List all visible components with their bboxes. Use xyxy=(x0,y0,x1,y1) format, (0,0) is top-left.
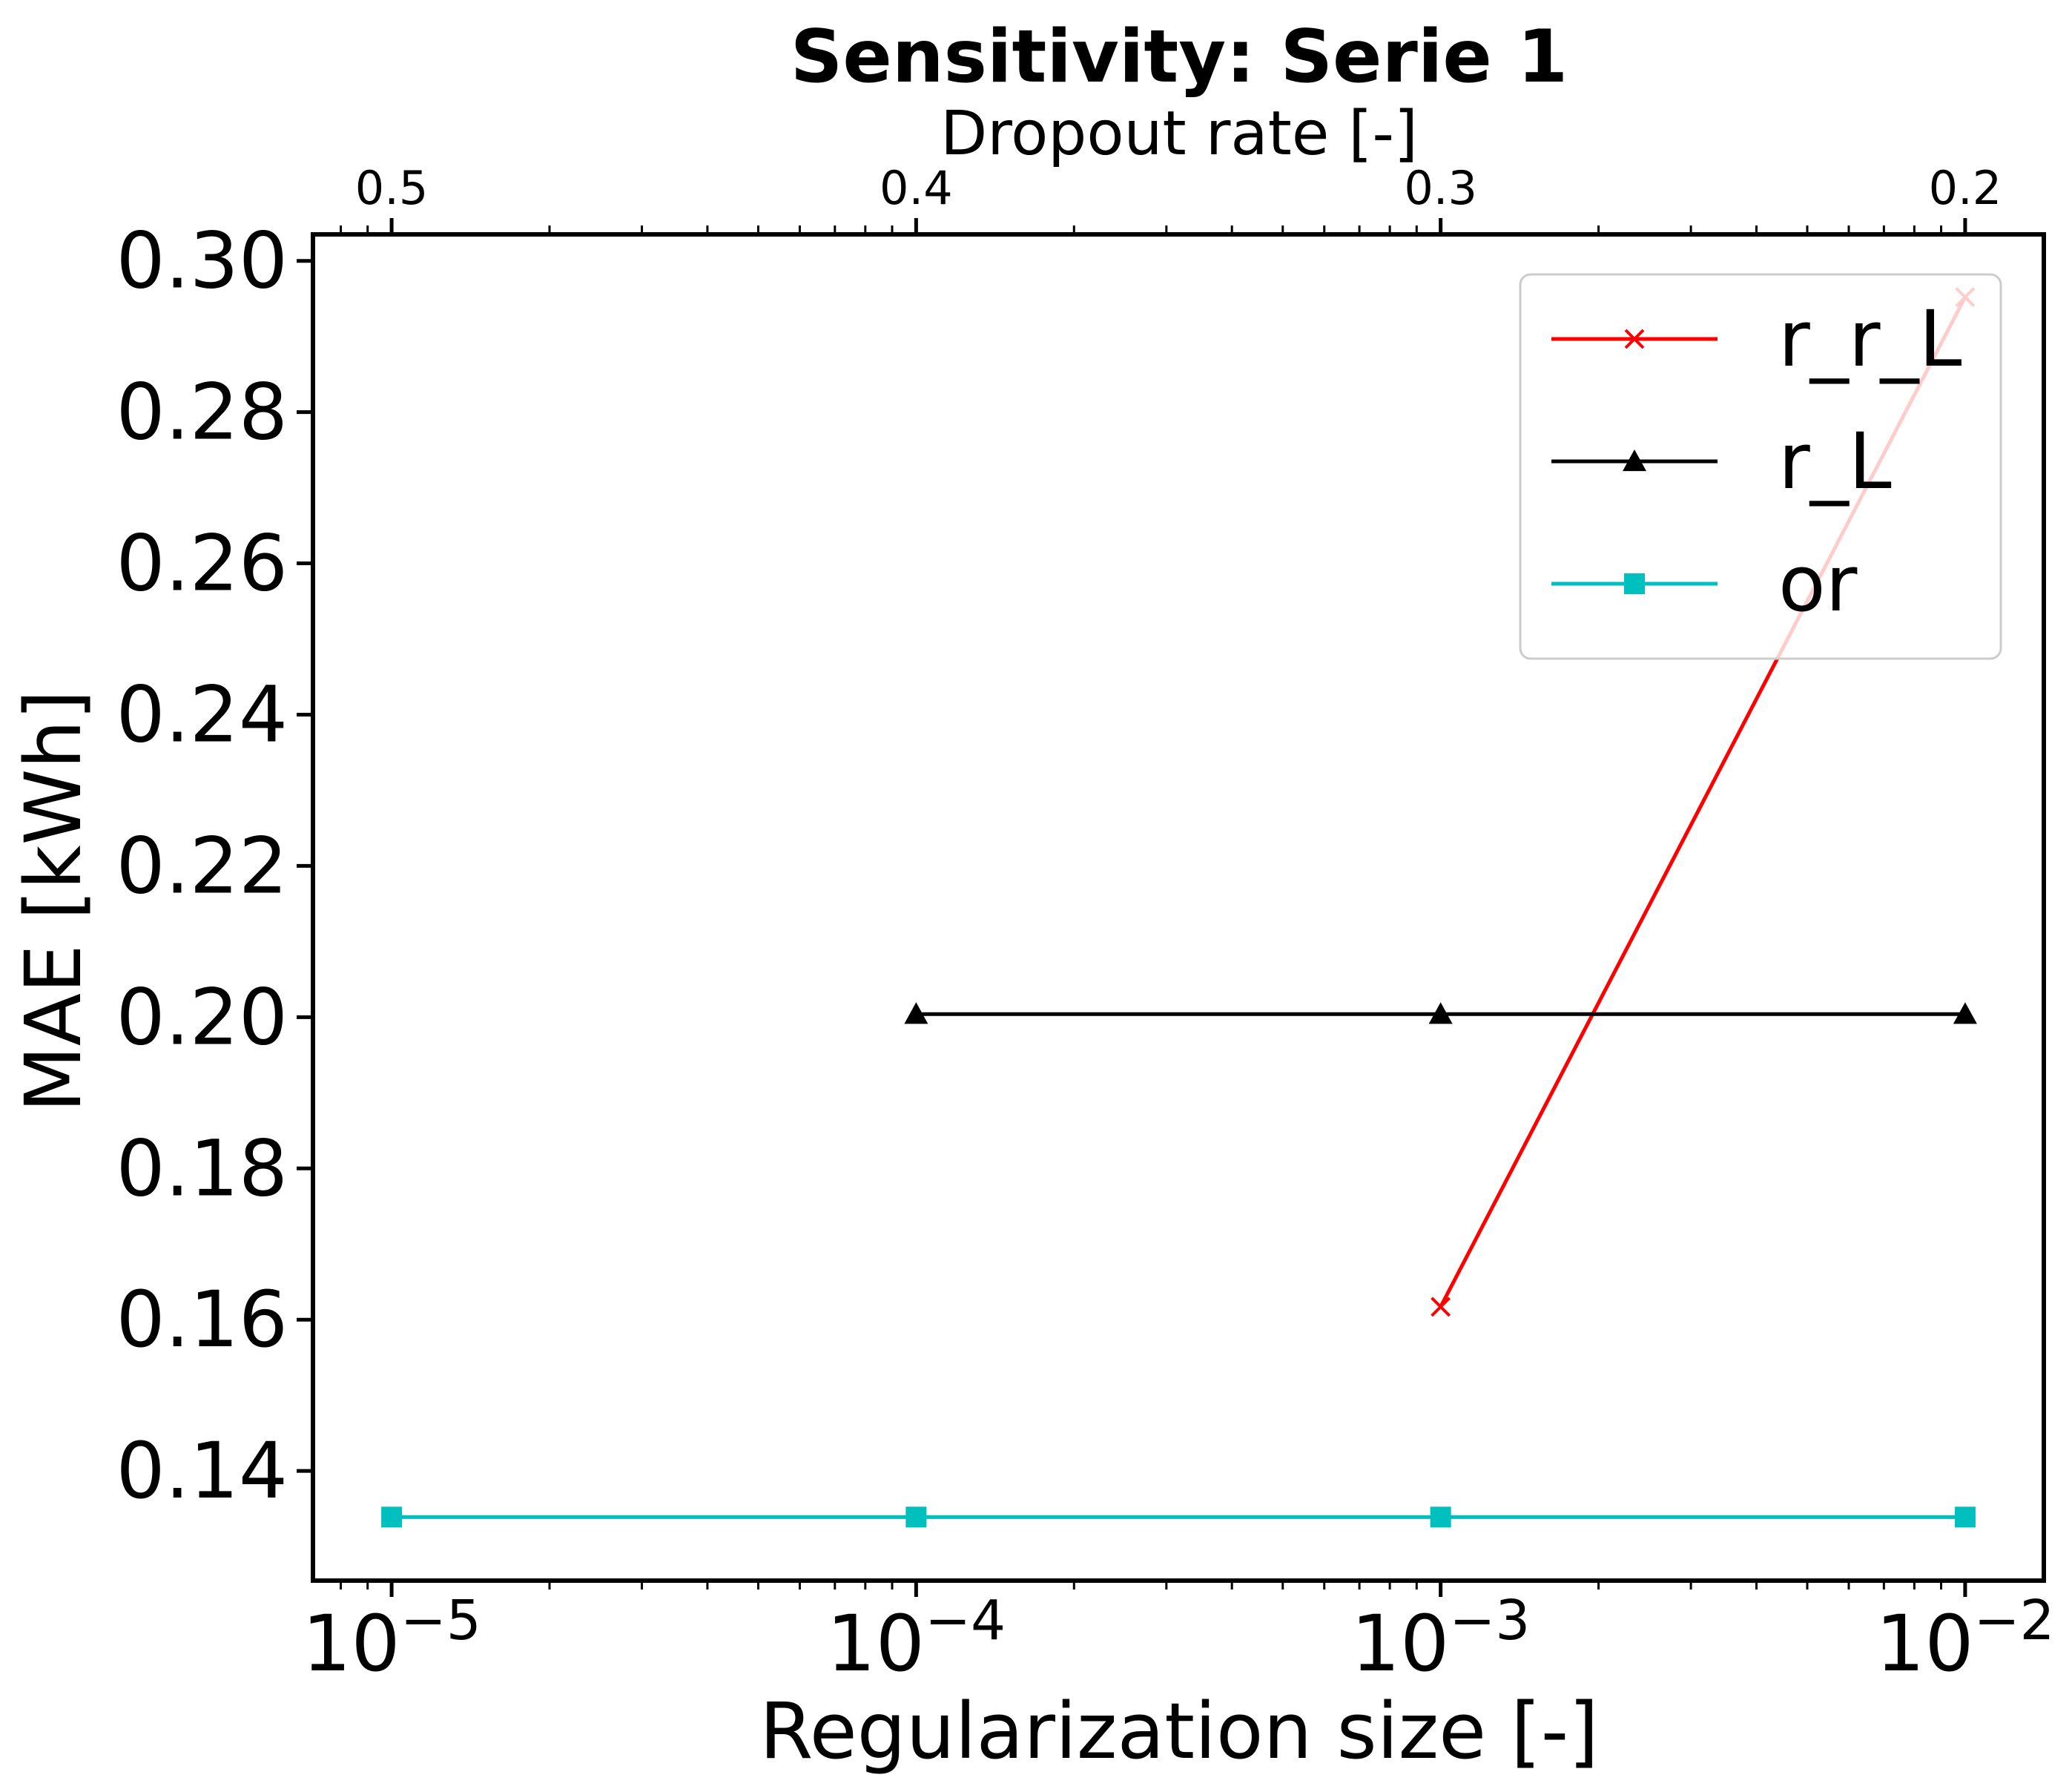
series xyxy=(381,287,1977,1528)
legend-label: r_r_L xyxy=(1778,294,1962,384)
ticks: 10−5 10−4 10−3 10−2 0.5 0.4 0.3 0.2 0.14 0.16 0.18… xyxy=(116,161,2054,1689)
x-tick-label: 10−4 xyxy=(827,1589,1006,1689)
legend-marker-r_r_L xyxy=(1624,329,1645,349)
plot-frame xyxy=(311,232,2046,1583)
legend-box xyxy=(1519,273,2002,660)
point-r_r_L xyxy=(1431,1297,1451,1317)
x-tick-label: 10−5 xyxy=(302,1589,481,1689)
legend-marker-or xyxy=(1624,573,1645,594)
y-tick-label: 0.28 xyxy=(116,367,288,458)
point-or xyxy=(381,1506,403,1528)
legend-label: r_L xyxy=(1778,416,1892,507)
chart-title: Sensitivity: Serie 1 xyxy=(791,15,1568,99)
point-r_L xyxy=(1428,1002,1453,1024)
x2-tick-label: 0.3 xyxy=(1404,161,1477,215)
legend: r_r_L r_Lor xyxy=(1519,273,2002,660)
point-or xyxy=(1954,1506,1976,1528)
y-tick-label: 0.18 xyxy=(116,1123,288,1213)
x2-tick-label: 0.2 xyxy=(1929,161,2002,215)
y-tick-label: 0.20 xyxy=(116,972,288,1062)
y-tick-label: 0.16 xyxy=(116,1274,288,1365)
y-tick-label: 0.26 xyxy=(116,518,288,609)
x2-tick-label: 0.5 xyxy=(355,161,429,215)
x-tick-label: 10−3 xyxy=(1351,1589,1530,1689)
y-tick-label: 0.24 xyxy=(116,669,288,760)
top-axis-label: Dropout rate [-] xyxy=(940,99,1418,169)
y-tick-label: 0.30 xyxy=(116,216,288,306)
point-r_L xyxy=(904,1002,928,1024)
point-or xyxy=(905,1506,927,1528)
point-r_L xyxy=(1953,1002,1977,1024)
y-tick-label: 0.22 xyxy=(116,820,288,911)
point-or xyxy=(1430,1506,1451,1528)
x2-tick-label: 0.4 xyxy=(880,161,953,215)
y-tick-label: 0.14 xyxy=(116,1426,288,1516)
x-axis-label: Regularization size [-] xyxy=(759,1686,1599,1776)
legend-label: or xyxy=(1778,538,1858,629)
x-tick-label: 10−2 xyxy=(1875,1589,2054,1689)
y-axis-label: MAE [kWh] xyxy=(8,690,99,1113)
legend-marker-r_L xyxy=(1623,449,1646,472)
